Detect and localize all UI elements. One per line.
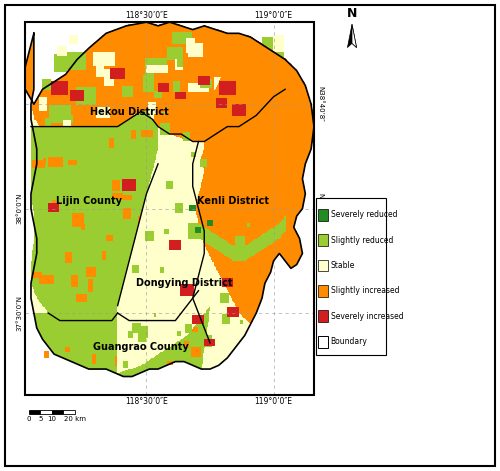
Bar xyxy=(25,22,314,395)
Text: Guangrao County: Guangrao County xyxy=(93,341,188,352)
Text: 118°30’0″E: 118°30’0″E xyxy=(125,11,168,20)
Bar xyxy=(52,410,63,414)
Text: Dongying District: Dongying District xyxy=(136,278,232,288)
Bar xyxy=(316,198,386,355)
Text: N38°40’8″: N38°40’8″ xyxy=(317,86,323,122)
Text: Severely increased: Severely increased xyxy=(330,312,404,321)
Bar xyxy=(318,285,328,297)
Text: Hekou District: Hekou District xyxy=(90,106,168,117)
Bar xyxy=(318,260,328,271)
Text: Stable: Stable xyxy=(330,261,355,270)
Bar xyxy=(318,310,328,322)
Polygon shape xyxy=(352,24,356,48)
Text: 119°0’0″E: 119°0’0″E xyxy=(254,11,292,20)
Text: Kenli District: Kenli District xyxy=(197,196,269,206)
Text: Boundary: Boundary xyxy=(330,337,368,346)
Text: Lijin County: Lijin County xyxy=(56,196,122,206)
Text: 20 km: 20 km xyxy=(64,416,86,422)
Bar xyxy=(318,209,328,220)
Text: Severely reduced: Severely reduced xyxy=(330,210,397,219)
Text: 118°30’0″E: 118°30’0″E xyxy=(125,398,168,406)
Text: Slightly increased: Slightly increased xyxy=(330,286,399,295)
Text: 38°0’0″N: 38°0’0″N xyxy=(17,193,23,224)
Bar xyxy=(318,336,328,348)
Text: Slightly reduced: Slightly reduced xyxy=(330,236,393,244)
Bar xyxy=(63,410,74,414)
Text: 37°30’0″N: 37°30’0″N xyxy=(17,295,23,331)
Text: 0: 0 xyxy=(27,416,31,422)
Text: N37°46’8″: N37°46’8″ xyxy=(317,295,323,331)
Text: 10: 10 xyxy=(48,416,56,422)
Bar xyxy=(29,410,40,414)
Bar xyxy=(318,234,328,246)
Text: N: N xyxy=(347,7,357,20)
Polygon shape xyxy=(348,24,356,48)
Text: 119°0’0″E: 119°0’0″E xyxy=(254,398,292,406)
Bar xyxy=(40,410,52,414)
Text: 5: 5 xyxy=(38,416,42,422)
Text: N38°0’0″: N38°0’0″ xyxy=(317,193,323,224)
